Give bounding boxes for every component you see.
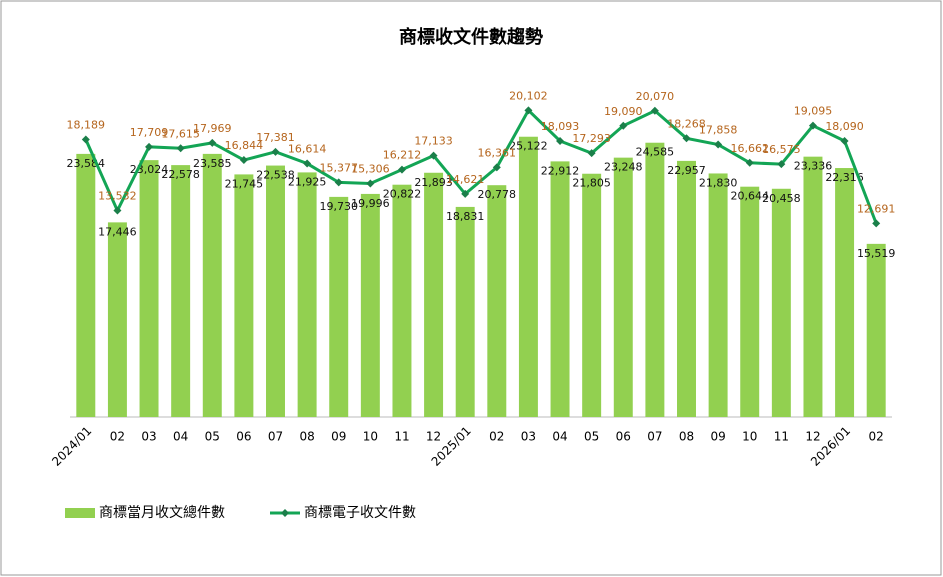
x-tick-label: 09 xyxy=(331,430,346,444)
bar-value-label: 20,778 xyxy=(478,188,517,201)
line-value-label: 14,621 xyxy=(446,173,485,186)
x-tick-label: 04 xyxy=(173,430,188,444)
x-tick-label: 02 xyxy=(869,430,884,444)
line-value-label: 16,361 xyxy=(478,146,517,159)
line-value-label: 12,691 xyxy=(857,202,896,215)
bar-value-label: 22,957 xyxy=(667,164,706,177)
bar xyxy=(645,143,664,417)
bar-value-label: 20,458 xyxy=(762,192,801,205)
legend-label: 商標電子收文件數 xyxy=(304,505,416,521)
bar xyxy=(203,154,222,417)
line-value-label: 17,858 xyxy=(699,124,738,137)
x-tick-label: 12 xyxy=(805,430,820,444)
bar-value-label: 21,830 xyxy=(699,176,738,189)
line-value-label: 13,532 xyxy=(98,190,137,203)
x-tick-label: 06 xyxy=(616,430,631,444)
bar xyxy=(456,207,475,417)
bar-value-label: 24,585 xyxy=(636,146,675,159)
bar xyxy=(519,137,538,417)
bar xyxy=(298,172,317,417)
bar xyxy=(108,222,127,417)
bar xyxy=(551,161,570,417)
bar xyxy=(614,158,633,417)
bar xyxy=(803,157,822,417)
bar-value-label: 23,585 xyxy=(193,157,232,170)
bar xyxy=(140,160,159,417)
x-tick-label: 03 xyxy=(521,430,536,444)
bar xyxy=(677,161,696,417)
x-tick-label: 11 xyxy=(774,430,789,444)
line-value-label: 16,614 xyxy=(288,143,327,156)
line-value-label: 19,090 xyxy=(604,105,643,118)
bar xyxy=(487,185,506,417)
bar xyxy=(424,173,443,417)
line-value-label: 19,095 xyxy=(794,105,833,118)
bar xyxy=(582,174,601,417)
bar xyxy=(76,154,95,417)
x-tick-label: 07 xyxy=(647,430,662,444)
line-value-label: 18,093 xyxy=(541,120,580,133)
bar-value-label: 22,912 xyxy=(541,164,580,177)
bar xyxy=(835,168,854,417)
x-tick-label: 05 xyxy=(584,430,599,444)
bar xyxy=(392,185,411,417)
bar-value-label: 18,831 xyxy=(446,210,485,223)
bar-value-label: 20,822 xyxy=(383,188,422,201)
x-tick-label: 08 xyxy=(299,430,314,444)
x-tick-label: 10 xyxy=(363,430,378,444)
x-tick-label: 08 xyxy=(679,430,694,444)
line-value-label: 20,102 xyxy=(509,89,548,102)
line-value-label: 18,090 xyxy=(825,120,864,133)
line-value-label: 16,575 xyxy=(762,143,801,156)
x-tick-label: 09 xyxy=(710,430,725,444)
bar-value-label: 23,248 xyxy=(604,161,643,174)
x-tick-label: 03 xyxy=(141,430,156,444)
bar-value-label: 22,578 xyxy=(161,168,200,181)
bar xyxy=(740,187,759,417)
line-value-label: 18,189 xyxy=(67,119,106,132)
line-value-label: 16,212 xyxy=(383,149,422,162)
legend-swatch xyxy=(65,508,95,518)
bar-value-label: 21,805 xyxy=(572,177,611,190)
chart-title: 商標收文件數趨勢 xyxy=(399,26,543,48)
x-tick-label: 10 xyxy=(742,430,757,444)
x-tick-label: 02 xyxy=(110,430,125,444)
bar-value-label: 17,446 xyxy=(98,225,137,238)
line-value-label: 15,306 xyxy=(351,162,390,175)
bar-value-label: 15,519 xyxy=(857,247,896,260)
x-tick-label: 06 xyxy=(236,430,251,444)
x-tick-label: 07 xyxy=(268,430,283,444)
line-value-label: 17,133 xyxy=(414,135,453,148)
x-tick-label: 04 xyxy=(552,430,567,444)
bar xyxy=(234,174,253,417)
x-tick-label: 11 xyxy=(394,430,409,444)
legend-label: 商標當月收文總件數 xyxy=(99,504,225,521)
bar xyxy=(709,173,728,417)
x-tick-label: 02 xyxy=(489,430,504,444)
line-value-label: 20,070 xyxy=(636,90,675,103)
line-value-label: 17,969 xyxy=(193,122,232,135)
bar xyxy=(266,166,285,417)
bar xyxy=(867,244,886,417)
bar xyxy=(171,165,190,417)
line-value-label: 17,293 xyxy=(572,132,611,145)
x-tick-label: 05 xyxy=(205,430,220,444)
bar xyxy=(772,189,791,417)
bar-value-label: 21,925 xyxy=(288,175,327,188)
x-tick-label: 12 xyxy=(426,430,441,444)
bar xyxy=(361,194,380,417)
bar xyxy=(329,197,348,417)
